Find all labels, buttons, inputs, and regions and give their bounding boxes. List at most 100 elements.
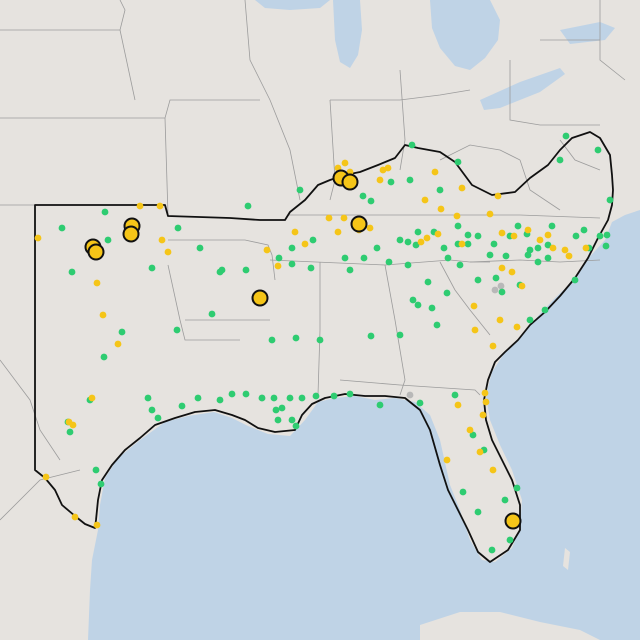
green-site-dot[interactable] bbox=[548, 222, 556, 230]
green-site-dot[interactable] bbox=[454, 158, 462, 166]
green-site-dot[interactable] bbox=[244, 202, 252, 210]
green-site-dot[interactable] bbox=[298, 394, 306, 402]
green-site-dot[interactable] bbox=[216, 396, 224, 404]
green-site-dot[interactable] bbox=[288, 260, 296, 268]
green-site-dot[interactable] bbox=[414, 228, 422, 236]
yellow-site-dot[interactable] bbox=[164, 248, 172, 256]
yellow-site-dot[interactable] bbox=[434, 230, 442, 238]
green-site-dot[interactable] bbox=[316, 336, 324, 344]
yellow-site-dot[interactable] bbox=[582, 244, 590, 252]
green-site-dot[interactable] bbox=[396, 236, 404, 244]
green-site-dot[interactable] bbox=[228, 390, 236, 398]
green-site-dot[interactable] bbox=[406, 176, 414, 184]
green-site-dot[interactable] bbox=[208, 310, 216, 318]
green-site-dot[interactable] bbox=[408, 141, 416, 149]
green-site-dot[interactable] bbox=[272, 406, 280, 414]
yellow-site-dot[interactable] bbox=[498, 264, 506, 272]
green-site-dot[interactable] bbox=[346, 390, 354, 398]
yellow-site-dot[interactable] bbox=[99, 311, 107, 319]
green-site-dot[interactable] bbox=[216, 268, 224, 276]
green-site-dot[interactable] bbox=[603, 231, 611, 239]
green-site-dot[interactable] bbox=[92, 466, 100, 474]
yellow-site-dot[interactable] bbox=[489, 466, 497, 474]
yellow-site-dot[interactable] bbox=[510, 232, 518, 240]
green-site-dot[interactable] bbox=[376, 401, 384, 409]
yellow-site-dot[interactable] bbox=[423, 234, 431, 242]
yellow-site-dot[interactable] bbox=[458, 184, 466, 192]
yellow-site-dot[interactable] bbox=[263, 246, 271, 254]
green-site-dot[interactable] bbox=[341, 254, 349, 262]
green-site-dot[interactable] bbox=[173, 326, 181, 334]
green-site-dot[interactable] bbox=[513, 484, 521, 492]
green-site-dot[interactable] bbox=[572, 232, 580, 240]
yellow-site-dot[interactable] bbox=[158, 236, 166, 244]
large-site-marker[interactable] bbox=[87, 243, 105, 261]
green-site-dot[interactable] bbox=[433, 321, 441, 329]
green-site-dot[interactable] bbox=[194, 394, 202, 402]
green-site-dot[interactable] bbox=[454, 222, 462, 230]
green-site-dot[interactable] bbox=[562, 132, 570, 140]
green-site-dot[interactable] bbox=[544, 254, 552, 262]
green-site-dot[interactable] bbox=[602, 242, 610, 250]
yellow-site-dot[interactable] bbox=[71, 513, 79, 521]
yellow-site-dot[interactable] bbox=[443, 456, 451, 464]
large-site-marker[interactable] bbox=[350, 215, 368, 233]
yellow-site-dot[interactable] bbox=[366, 224, 374, 232]
large-site-marker[interactable] bbox=[122, 225, 140, 243]
green-site-dot[interactable] bbox=[594, 146, 602, 154]
green-site-dot[interactable] bbox=[571, 276, 579, 284]
large-site-marker[interactable] bbox=[504, 512, 522, 530]
green-site-dot[interactable] bbox=[541, 306, 549, 314]
green-site-dot[interactable] bbox=[292, 422, 300, 430]
green-site-dot[interactable] bbox=[387, 178, 395, 186]
green-site-dot[interactable] bbox=[288, 416, 296, 424]
green-site-dot[interactable] bbox=[286, 394, 294, 402]
green-site-dot[interactable] bbox=[296, 186, 304, 194]
yellow-site-dot[interactable] bbox=[470, 302, 478, 310]
yellow-site-dot[interactable] bbox=[565, 252, 573, 260]
green-site-dot[interactable] bbox=[258, 394, 266, 402]
green-site-dot[interactable] bbox=[367, 197, 375, 205]
green-site-dot[interactable] bbox=[309, 236, 317, 244]
green-site-dot[interactable] bbox=[242, 266, 250, 274]
gray-site-dot[interactable] bbox=[497, 282, 505, 290]
yellow-site-dot[interactable] bbox=[291, 228, 299, 236]
green-site-dot[interactable] bbox=[396, 331, 404, 339]
green-site-dot[interactable] bbox=[606, 196, 614, 204]
gray-site-dot[interactable] bbox=[406, 391, 414, 399]
green-site-dot[interactable] bbox=[104, 236, 112, 244]
green-site-dot[interactable] bbox=[486, 251, 494, 259]
yellow-site-dot[interactable] bbox=[481, 389, 489, 397]
green-site-dot[interactable] bbox=[409, 296, 417, 304]
green-site-dot[interactable] bbox=[118, 328, 126, 336]
green-site-dot[interactable] bbox=[443, 289, 451, 297]
yellow-site-dot[interactable] bbox=[114, 340, 122, 348]
green-site-dot[interactable] bbox=[412, 241, 420, 249]
green-site-dot[interactable] bbox=[404, 261, 412, 269]
yellow-site-dot[interactable] bbox=[513, 323, 521, 331]
yellow-site-dot[interactable] bbox=[524, 226, 532, 234]
yellow-site-dot[interactable] bbox=[417, 238, 425, 246]
yellow-site-dot[interactable] bbox=[518, 282, 526, 290]
green-site-dot[interactable] bbox=[196, 244, 204, 252]
green-site-dot[interactable] bbox=[490, 240, 498, 248]
yellow-site-dot[interactable] bbox=[549, 244, 557, 252]
green-site-dot[interactable] bbox=[242, 390, 250, 398]
green-site-dot[interactable] bbox=[474, 276, 482, 284]
yellow-site-dot[interactable] bbox=[508, 268, 516, 276]
yellow-site-dot[interactable] bbox=[42, 473, 50, 481]
green-site-dot[interactable] bbox=[456, 261, 464, 269]
yellow-site-dot[interactable] bbox=[136, 202, 144, 210]
green-site-dot[interactable] bbox=[596, 232, 604, 240]
green-site-dot[interactable] bbox=[58, 224, 66, 232]
green-site-dot[interactable] bbox=[68, 268, 76, 276]
yellow-site-dot[interactable] bbox=[544, 231, 552, 239]
yellow-site-dot[interactable] bbox=[561, 246, 569, 254]
green-site-dot[interactable] bbox=[506, 536, 514, 544]
green-site-dot[interactable] bbox=[580, 226, 588, 234]
green-site-dot[interactable] bbox=[414, 301, 422, 309]
green-site-dot[interactable] bbox=[174, 224, 182, 232]
green-site-dot[interactable] bbox=[274, 416, 282, 424]
green-site-dot[interactable] bbox=[502, 252, 510, 260]
